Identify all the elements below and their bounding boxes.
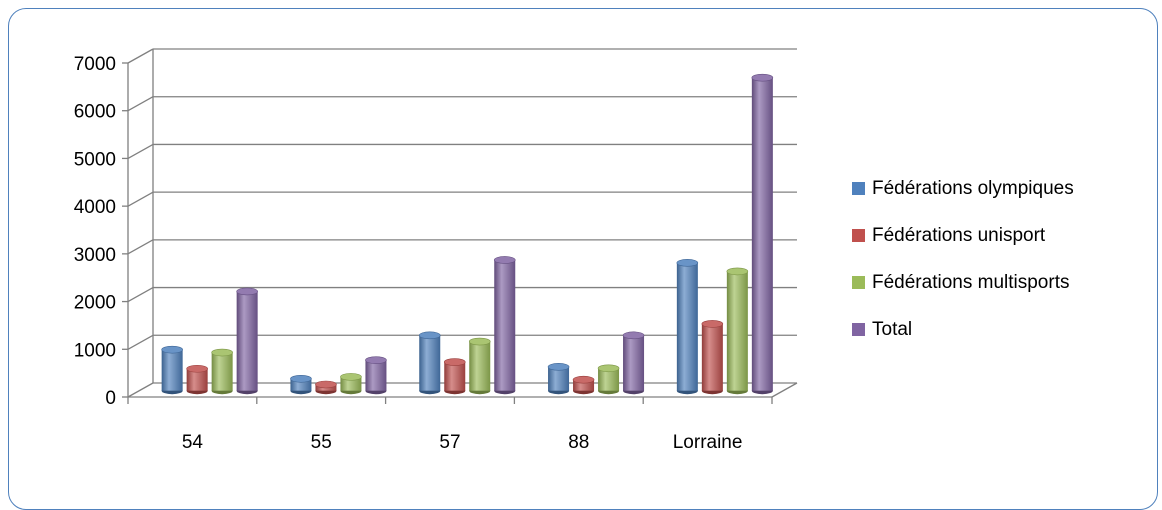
y-tick-label: 5000 — [74, 149, 116, 170]
legend-swatch-icon — [852, 276, 865, 289]
bar — [340, 373, 362, 395]
y-tick-label: 0 — [105, 388, 116, 409]
bar — [236, 287, 258, 395]
y-tick-label: 4000 — [74, 197, 116, 218]
x-tick-label: Lorraine — [673, 432, 743, 453]
bar — [418, 331, 441, 395]
x-tick-label: 88 — [568, 432, 589, 453]
legend-swatch-icon — [852, 323, 865, 336]
y-tick-label: 2000 — [74, 293, 116, 314]
bar — [726, 267, 749, 395]
legend: Fédérations olympiques Fédérations unisp… — [852, 165, 1074, 353]
bar-chart: 0 1000 2000 3000 4000 5000 6000 7000 54 55 57 88 Lo… — [74, 48, 798, 453]
bar — [622, 331, 645, 395]
gridline-side — [127, 239, 154, 255]
gridline-side — [127, 143, 154, 159]
x-tick-label: 54 — [182, 432, 204, 453]
legend-item: Fédérations olympiques — [852, 165, 1074, 212]
gridline-side — [127, 334, 154, 350]
bar — [572, 375, 595, 395]
y-tick-label: 6000 — [74, 102, 116, 123]
bar — [161, 345, 183, 395]
gridline-side — [127, 382, 154, 398]
legend-item: Fédérations unisport — [852, 212, 1074, 259]
bar — [211, 348, 233, 395]
bar — [290, 374, 312, 395]
x-tick-label: 55 — [311, 432, 332, 453]
gridline-side — [127, 48, 154, 64]
legend-swatch-icon — [852, 229, 865, 242]
legend-label: Fédérations olympiques — [872, 177, 1074, 199]
legend-swatch-icon — [852, 182, 865, 195]
y-tick-label: 3000 — [74, 245, 116, 266]
x-tick-label: 57 — [439, 432, 460, 453]
y-axis-tick-labels: 0 1000 2000 3000 4000 5000 6000 7000 — [74, 54, 116, 409]
bar — [443, 358, 466, 395]
bar — [186, 364, 208, 395]
bars — [161, 73, 774, 395]
legend-label: Total — [872, 318, 913, 340]
legend-label: Fédérations multisports — [872, 271, 1070, 293]
gridline-side — [127, 287, 154, 303]
legend-label: Fédérations unisport — [872, 224, 1046, 246]
axes — [122, 49, 798, 404]
legend-item: Fédérations multisports — [852, 259, 1074, 306]
bar — [676, 259, 699, 395]
bar — [468, 337, 491, 395]
bar — [547, 363, 570, 395]
x-axis-tick-labels: 54 55 57 88 Lorraine — [182, 432, 743, 453]
floor-edge — [771, 382, 798, 398]
legend-item: Total — [852, 306, 1074, 353]
gridline-side — [127, 96, 154, 112]
gridline-side — [127, 191, 154, 207]
bar — [597, 364, 620, 395]
bar — [493, 256, 516, 395]
y-tick-label: 1000 — [74, 340, 116, 361]
bar — [701, 320, 724, 395]
bar — [751, 73, 774, 395]
bar — [315, 380, 337, 395]
y-tick-label: 7000 — [74, 54, 116, 75]
bar — [365, 356, 387, 395]
